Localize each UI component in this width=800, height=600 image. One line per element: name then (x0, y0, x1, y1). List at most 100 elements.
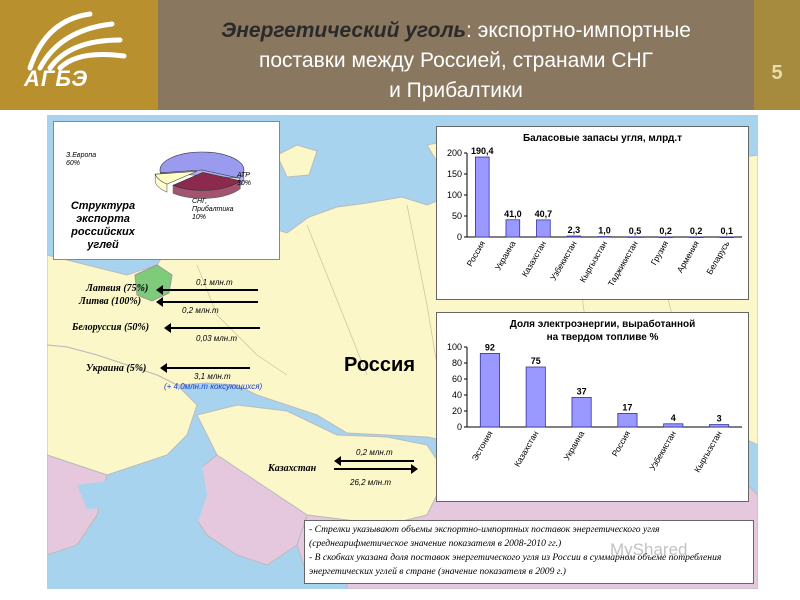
bar (505, 219, 521, 238)
data-label: 40,7 (535, 209, 553, 219)
data-label: 75 (531, 356, 541, 366)
y-tick-label: 200 (447, 148, 462, 158)
x-tick-label: Армения (675, 239, 701, 275)
pie-label-atr: АТР 30% (237, 172, 252, 187)
data-label: 0,1 (720, 226, 733, 236)
x-tick-label: Беларусь (704, 239, 732, 277)
y-tick-label: 20 (452, 406, 462, 416)
flow-latvia-amount: 0,1 млн.т (196, 278, 233, 287)
x-tick-label: Казахстан (520, 239, 549, 279)
x-tick-label: Таджикистан (606, 239, 640, 288)
flow-ukraine-label: Украина (5%) (86, 363, 147, 374)
pie-caption: Структура экспорта российских углей (70, 200, 136, 251)
arrow-latvia-icon (156, 285, 258, 295)
data-label: 92 (485, 342, 495, 352)
solid-fuel-chart-panel: Доля электроэнергии, выработанной на твер… (436, 312, 749, 502)
pie-label-cis: СНГ, Прибалтика 10% (192, 198, 234, 221)
y-tick-label: 60 (452, 374, 462, 384)
y-tick-label: 0 (457, 232, 462, 242)
data-label: 2,3 (568, 225, 581, 235)
pie-slice (154, 171, 197, 185)
watermark: MyShared (610, 540, 688, 559)
pie-chart (154, 151, 245, 199)
footnote-2: - В скобках указана доля поставок энерге… (309, 552, 722, 577)
flow-kazakhstan-label: Казахстан (268, 463, 317, 474)
data-label: 0,2 (659, 226, 672, 236)
title-line3: и Прибалтики (389, 79, 523, 102)
pie-slice (159, 151, 245, 179)
arrow-kazakhstan-export-icon (334, 464, 418, 474)
russia-label: Россия (344, 354, 416, 376)
y-tick-label: 80 (452, 358, 462, 368)
pie-label-europe: З.Европа 60% (66, 152, 97, 167)
data-label: 1,0 (598, 226, 611, 236)
x-tick-label: Казахстан (512, 429, 541, 469)
page-title: Энергетический уголь: экспортно-импортны… (158, 16, 754, 106)
pie-slice (172, 172, 241, 191)
data-label: 0,2 (690, 226, 703, 236)
flow-latvia-label: Латвия (75%) (86, 283, 149, 294)
page-number-box: 5 (754, 0, 800, 110)
bar (688, 236, 704, 238)
arrow-kazakhstan-import-icon (334, 456, 414, 466)
data-label: 41,0 (504, 209, 522, 219)
data-label: 17 (622, 402, 632, 412)
x-tick-label: Кыргызстан (577, 239, 609, 284)
arrow-belarus-icon (164, 323, 260, 333)
footnote-1: - Стрелки указывают объемы экспортно-имп… (309, 524, 660, 549)
x-tick-label: Узбекистан (647, 429, 678, 473)
header: Энергетический уголь: экспортно-импортны… (158, 0, 754, 110)
page-number: 5 (771, 62, 783, 84)
flow-ukraine-extra: (+ 4,0млн.т коксующихся) (164, 382, 263, 391)
x-tick-label: Украина (493, 239, 518, 272)
flow-belarus-amount: 0,03 млн.т (196, 334, 238, 343)
flow-lithuania-label: Литва (100%) (79, 296, 142, 307)
chart-title: Доля электроэнергии, выработанной (510, 318, 696, 330)
flow-lithuania-amount: 0,2 млн.т (182, 306, 219, 315)
footnote-box: - Стрелки указывают объемы экспортно-имп… (304, 520, 754, 584)
x-tick-label: Россия (610, 429, 633, 458)
bar (617, 413, 638, 428)
reserves-chart-panel: Баласовые запасы угля, млрд.т 0 50 100 150 20… (436, 126, 749, 300)
bar (566, 235, 582, 238)
y-tick-label: 100 (447, 190, 462, 200)
bar (536, 219, 551, 238)
data-label: 37 (577, 386, 587, 396)
x-tick-label: Грузия (649, 239, 671, 267)
logo-box: АГБЭ (0, 0, 158, 110)
reserves-bar-chart: Баласовые запасы угля, млрд.т 0 50 100 150 20… (447, 133, 742, 288)
title-line1: : экспортно-импортные (465, 19, 691, 42)
flow-kazakhstan-amount-export: 26,2 млн.т (350, 478, 392, 487)
chart-title: на твердом топливе % (547, 332, 659, 343)
bar (479, 353, 500, 428)
y-tick-label: 50 (452, 211, 462, 221)
y-tick-label: 150 (447, 169, 462, 179)
title-emphasis: Энергетический уголь (221, 19, 466, 42)
flow-ukraine-amount: 3,1 млн.т (194, 372, 231, 381)
x-tick-label: Россия (464, 239, 487, 268)
arrow-lithuania-icon (156, 297, 258, 307)
data-label: 190,4 (471, 146, 494, 156)
data-label: 3 (717, 414, 722, 424)
bar (709, 424, 730, 428)
chart-title: Баласовые запасы угля, млрд.т (523, 133, 682, 144)
bar (658, 236, 673, 238)
logo-text: АГБЭ (24, 66, 89, 91)
pie-chart-panel: З.Европа 60% АТР 30% СНГ, Прибалтика 10% Ст… (53, 121, 280, 260)
x-tick-label: Украина (561, 429, 586, 462)
data-label: 4 (671, 413, 676, 423)
data-label: 0,5 (629, 226, 642, 236)
title-line2: поставки между Россией, странами СНГ (258, 49, 654, 72)
x-tick-label: Узбекистан (548, 239, 579, 283)
y-tick-label: 100 (447, 342, 462, 352)
sun-rays-logo-icon (27, 11, 127, 71)
y-tick-label: 0 (457, 422, 462, 432)
y-tick-label: 40 (452, 390, 462, 400)
x-tick-label: Эстония (470, 429, 495, 463)
flow-belarus-label: Белоруссия (50%) (72, 322, 150, 333)
bar (719, 236, 734, 238)
bar (525, 366, 546, 428)
flow-kazakhstan-amount-import: 0,2 млн.т (356, 448, 393, 457)
bar (627, 236, 643, 238)
bar (475, 156, 490, 238)
